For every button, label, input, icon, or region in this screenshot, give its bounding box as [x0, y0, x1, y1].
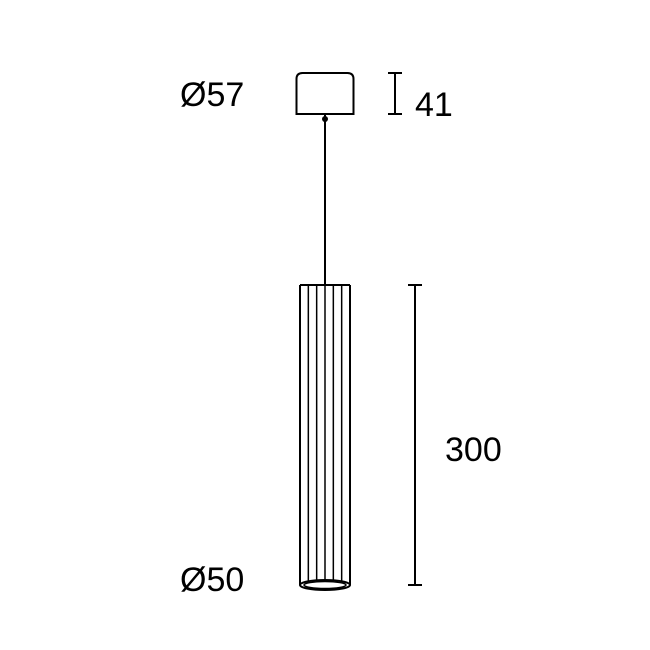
cylinder-diameter-label: Ø50: [180, 561, 244, 600]
canopy-diameter-label: Ø57: [180, 76, 244, 115]
canopy-height-label: 41: [415, 86, 453, 125]
cylinder-height-label: 300: [445, 431, 502, 470]
pendant-light-diagram: [0, 0, 650, 650]
